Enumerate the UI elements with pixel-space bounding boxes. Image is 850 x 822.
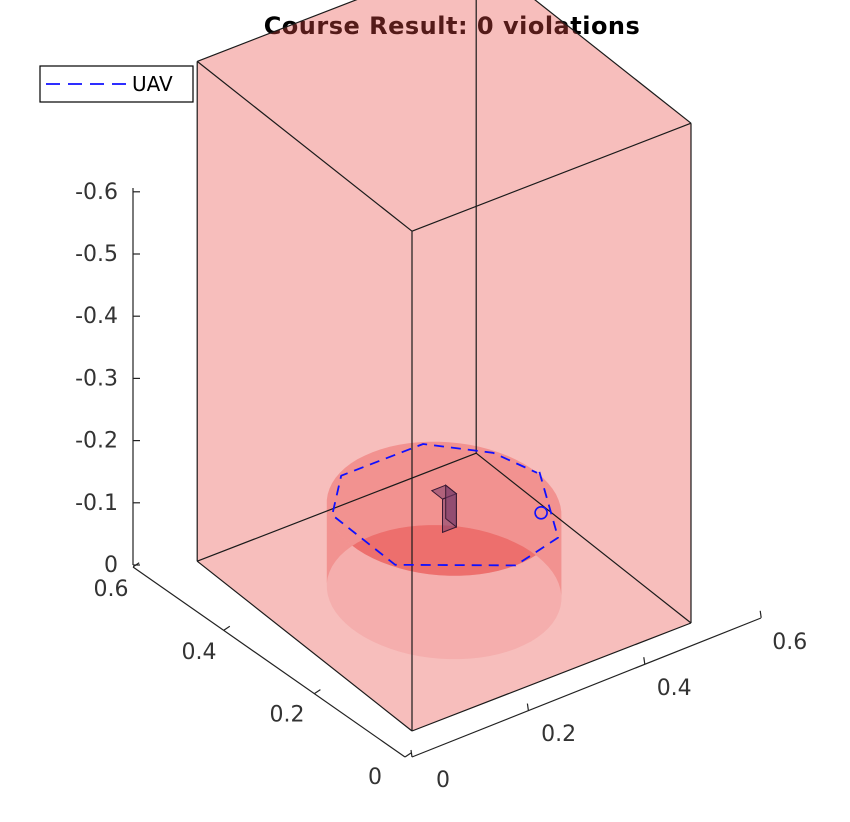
plot-scene xyxy=(196,0,692,732)
y-axis-line xyxy=(411,617,762,758)
y-tick-label: 0.6 xyxy=(772,630,807,655)
y-tick-label: 0.4 xyxy=(657,676,692,701)
cylinder-wall xyxy=(326,500,562,601)
z-tick-label: -0.4 xyxy=(75,304,118,329)
x-tick-label: 0.6 xyxy=(94,577,129,602)
boundary-face xyxy=(197,61,412,731)
z-tick-label: -0.2 xyxy=(75,429,118,454)
boundary-edge xyxy=(534,0,692,124)
z-tick-label: 0 xyxy=(104,553,118,578)
z-tick-label: -0.6 xyxy=(75,180,118,205)
axis-ticks xyxy=(132,191,762,758)
uav-path xyxy=(331,443,559,567)
y-tick-mark xyxy=(526,703,529,711)
axes-lines xyxy=(132,188,762,758)
boundary-face xyxy=(476,0,691,623)
uav-end-marker xyxy=(534,505,548,520)
x-axis-line xyxy=(132,566,406,758)
boundary-edge xyxy=(196,0,358,62)
y-tick-label: 0.2 xyxy=(541,722,576,747)
y-tick-label: 0 xyxy=(436,768,450,793)
legend-entry-uav: UAV xyxy=(132,72,173,96)
tick-labels: 0-0.1-0.2-0.3-0.4-0.5-0.600.20.40.600.20… xyxy=(75,180,807,793)
boundary-face xyxy=(197,0,691,232)
x-tick-label: 0.2 xyxy=(270,702,305,727)
y-tick-mark xyxy=(410,749,413,758)
boundary-edge xyxy=(411,622,692,732)
x-tick-mark xyxy=(314,689,321,695)
z-tick-label: -0.1 xyxy=(75,491,118,516)
boundary-edge xyxy=(475,452,692,624)
boundary-edge xyxy=(196,452,477,562)
z-tick-label: -0.3 xyxy=(75,366,118,391)
y-tick-mark xyxy=(643,657,646,665)
x-tick-label: 0 xyxy=(368,765,382,790)
uav-box-face xyxy=(445,484,457,529)
x-tick-mark xyxy=(223,625,231,631)
boundary-edge xyxy=(411,122,692,232)
z-tick-label: -0.5 xyxy=(75,242,118,267)
boundary-face xyxy=(412,123,691,731)
boundary-edge xyxy=(196,60,413,232)
boundary-face xyxy=(197,0,477,562)
x-tick-mark xyxy=(404,752,412,758)
x-tick-label: 0.4 xyxy=(182,640,217,665)
cylinder-bottom xyxy=(326,525,562,660)
chart-title: Course Result: 0 violations xyxy=(264,12,641,40)
legend: UAV xyxy=(39,65,194,103)
y-tick-mark xyxy=(759,610,762,618)
x-tick-mark xyxy=(132,562,140,568)
boundary-face xyxy=(197,453,691,731)
boundary-edge xyxy=(196,560,413,732)
